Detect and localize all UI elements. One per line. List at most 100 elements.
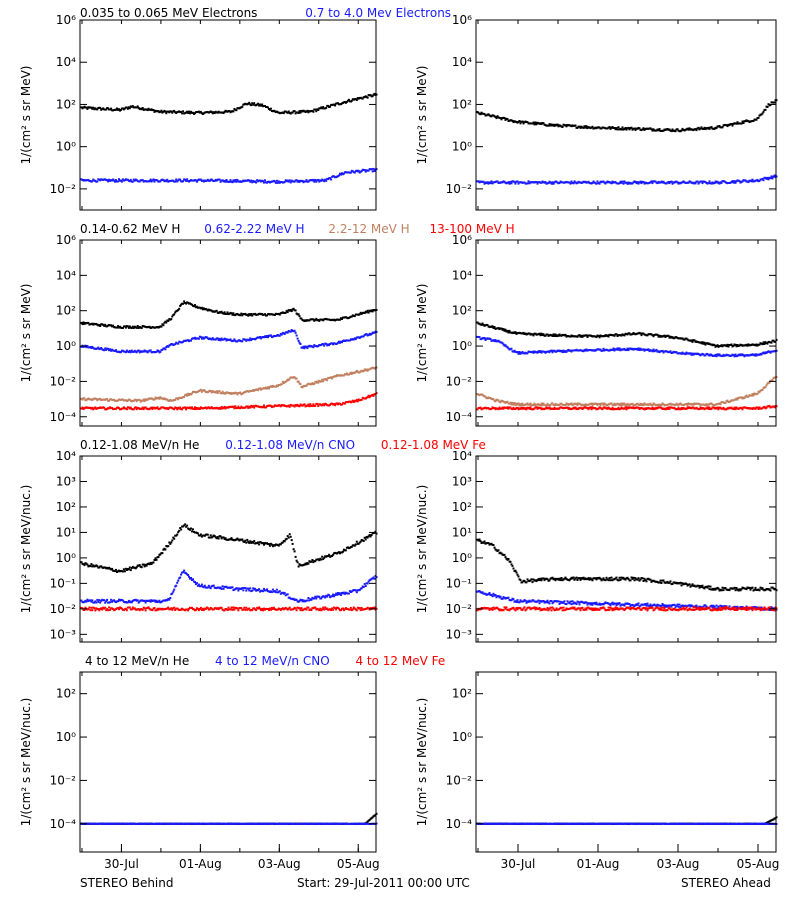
data-point [587, 180, 590, 183]
data-point [303, 347, 306, 350]
data-point [253, 102, 256, 105]
data-point [674, 403, 677, 406]
data-point [670, 180, 673, 183]
data-point [626, 182, 629, 185]
data-point [333, 595, 336, 598]
data-point [319, 607, 322, 610]
data-point [307, 562, 310, 565]
data-point [108, 178, 111, 181]
data-point [212, 608, 215, 611]
data-point [173, 606, 176, 609]
data-point [80, 345, 83, 348]
data-point [521, 402, 524, 405]
data-point [563, 577, 566, 580]
data-point [621, 126, 624, 129]
data-point [210, 178, 213, 181]
data-point [637, 406, 640, 409]
data-point [698, 586, 701, 589]
data-point [103, 324, 106, 327]
data-point [623, 407, 626, 410]
data-point [770, 175, 773, 178]
data-point [210, 391, 213, 394]
data-point [716, 353, 719, 356]
data-point [511, 564, 514, 567]
data-point [223, 110, 226, 113]
data-point [148, 180, 151, 182]
data-point [762, 110, 765, 113]
data-point [218, 390, 221, 393]
data-point [251, 589, 254, 592]
data-point [303, 403, 306, 406]
data-point [214, 391, 217, 394]
data-point [291, 542, 294, 545]
data-point [104, 323, 107, 326]
data-point [519, 122, 522, 125]
data-point [286, 593, 289, 596]
data-point [143, 599, 146, 602]
data-point [243, 541, 246, 543]
data-point [155, 558, 158, 561]
data-point [521, 581, 524, 584]
data-point [614, 128, 617, 131]
data-point [730, 406, 733, 409]
data-point [325, 343, 328, 345]
data-point [184, 523, 187, 526]
data-point [687, 128, 690, 131]
data-point [528, 332, 531, 335]
data-point [373, 577, 376, 580]
data-point [217, 339, 220, 341]
data-point [287, 180, 290, 183]
data-point [288, 377, 291, 380]
data-point [342, 591, 345, 594]
data-point [149, 349, 152, 352]
data-point [605, 576, 608, 579]
data-point [769, 351, 772, 354]
data-point [506, 118, 509, 121]
data-point [617, 348, 620, 351]
data-point [87, 608, 90, 610]
data-point [91, 406, 94, 409]
data-point [704, 354, 707, 357]
data-point [252, 103, 255, 106]
data-point [94, 609, 97, 612]
data-point [99, 397, 102, 400]
data-point [245, 339, 248, 342]
data-point [289, 535, 292, 538]
data-point [287, 404, 290, 407]
data-point [343, 592, 346, 595]
data-point [296, 561, 299, 564]
data-point [727, 345, 730, 348]
data-point [494, 339, 497, 342]
data-point [658, 128, 661, 130]
data-point [278, 608, 281, 610]
data-point [544, 334, 547, 337]
data-point [732, 408, 735, 411]
data-point [292, 548, 295, 551]
data-point [490, 407, 493, 410]
data-point [768, 381, 771, 384]
data-point [368, 608, 371, 611]
data-point [99, 325, 102, 327]
data-point [266, 314, 268, 317]
data-point [700, 342, 703, 345]
data-point [199, 336, 202, 339]
data-point [110, 349, 113, 352]
data-point [559, 579, 562, 582]
data-point [357, 169, 360, 172]
data-point [156, 406, 159, 409]
data-point [249, 406, 252, 409]
data-point [608, 126, 611, 128]
data-point [268, 544, 271, 547]
data-point [565, 350, 568, 353]
data-point [483, 182, 486, 185]
data-point [249, 540, 252, 543]
data-point [650, 407, 653, 410]
data-point [735, 345, 738, 348]
data-point [602, 577, 605, 580]
data-point [318, 595, 321, 598]
data-point [268, 607, 271, 610]
series-electrons-black-behind [80, 92, 378, 115]
data-point [631, 333, 634, 336]
data-point [607, 579, 610, 582]
data-point [642, 580, 645, 582]
